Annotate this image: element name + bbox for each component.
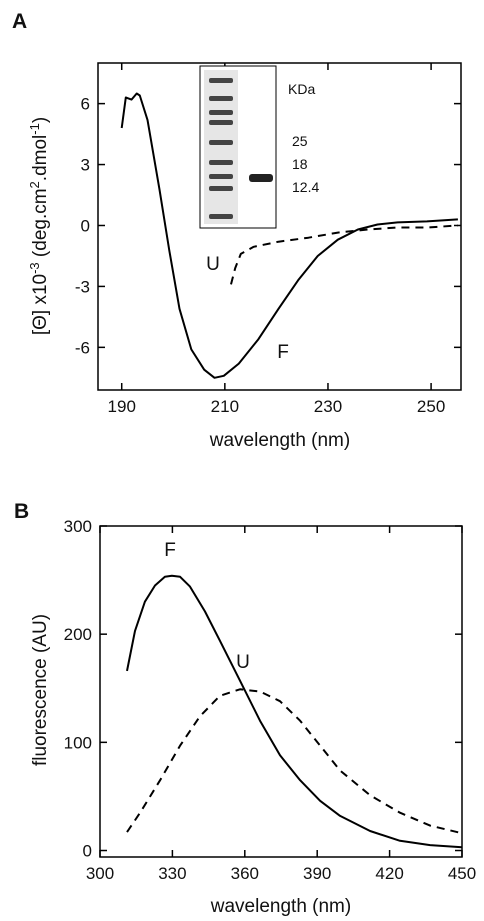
y-tick-label: 0 xyxy=(83,842,92,861)
curve xyxy=(230,224,458,285)
inset-label: 25 xyxy=(292,133,308,149)
marker-band xyxy=(209,160,233,165)
curve xyxy=(126,574,463,849)
y-axis-label-sup: -1 xyxy=(27,123,42,135)
gel-lane xyxy=(204,70,238,224)
marker-band xyxy=(209,110,233,115)
curve-label: U xyxy=(206,254,220,275)
x-axis-label: wavelength (nm) xyxy=(210,896,351,917)
marker-band xyxy=(209,174,233,179)
marker-band xyxy=(209,120,233,125)
x-tick-label: 190 xyxy=(108,397,136,416)
y-tick-label: 3 xyxy=(81,156,90,175)
y-tick-label: -6 xyxy=(75,338,90,357)
y-axis-label-sup: 2 xyxy=(27,181,42,188)
panel-letter: A xyxy=(12,10,27,33)
y-tick-label: 100 xyxy=(64,733,92,752)
y-axis-label-part: .dmol xyxy=(30,135,51,181)
x-tick-label: 390 xyxy=(303,864,331,883)
x-tick-label: 330 xyxy=(158,864,186,883)
marker-band xyxy=(209,140,233,145)
y-axis-label-sup: -3 xyxy=(27,262,42,274)
sample-band xyxy=(249,174,273,182)
y-axis-label-part: fluorescence (AU) xyxy=(30,614,51,766)
x-tick-label: 300 xyxy=(86,864,114,883)
inset-label: 18 xyxy=(292,156,308,172)
inset-label: KDa xyxy=(288,81,315,97)
curve-label: F xyxy=(164,540,176,561)
y-tick-label: 0 xyxy=(81,216,90,235)
curve-label: F xyxy=(277,342,289,363)
y-axis-label-part: (deg.cm xyxy=(30,188,51,262)
y-tick-label: 300 xyxy=(64,517,92,536)
marker-band xyxy=(209,96,233,101)
y-tick-label: 6 xyxy=(81,95,90,114)
inset-label: 12.4 xyxy=(292,179,319,195)
y-axis-label: [Θ] x10-3 (deg.cm2.dmol-1) xyxy=(27,117,51,335)
marker-band xyxy=(209,78,233,83)
x-tick-label: 250 xyxy=(417,397,445,416)
curve xyxy=(126,688,463,835)
plot-frame xyxy=(99,525,463,858)
x-tick-label: 360 xyxy=(231,864,259,883)
x-tick-label: 450 xyxy=(448,864,476,883)
x-tick-label: 230 xyxy=(314,397,342,416)
y-axis-label-part: [Θ] x10 xyxy=(30,274,51,335)
y-axis-label-part: ) xyxy=(30,117,51,123)
y-axis-label: fluorescence (AU) xyxy=(30,614,51,766)
y-tick-label: 200 xyxy=(64,625,92,644)
x-axis-label: wavelength (nm) xyxy=(209,430,350,451)
y-tick-label: -3 xyxy=(75,277,90,296)
plot-frame xyxy=(97,62,462,391)
curve xyxy=(120,92,458,379)
marker-band xyxy=(209,186,233,191)
marker-band xyxy=(209,214,233,219)
curve-label: U xyxy=(236,652,250,673)
x-tick-label: 420 xyxy=(375,864,403,883)
x-tick-label: 210 xyxy=(211,397,239,416)
panel-letter: B xyxy=(14,500,29,523)
